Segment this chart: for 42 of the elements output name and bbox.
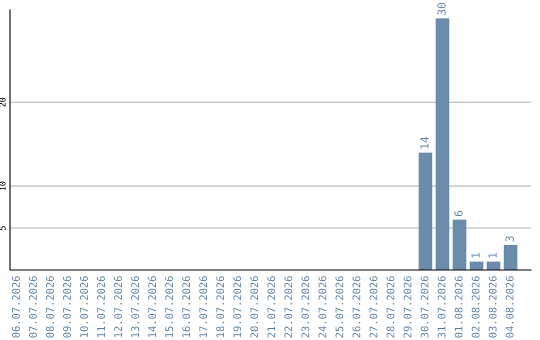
- x-tick-label: 09.07.2026: [63, 276, 71, 338]
- x-tick-label: 26.07.2026: [352, 276, 360, 338]
- data-label: 3: [505, 236, 514, 242]
- x-tick-label: 12.07.2026: [114, 276, 122, 338]
- x-tick-label: 21.07.2026: [267, 276, 276, 338]
- bar: [486, 262, 500, 270]
- x-tick-label: 16.07.2026: [182, 276, 190, 338]
- x-tick-label: 14.07.2026: [148, 276, 156, 338]
- x-tick-label: 03.08.2026: [488, 276, 497, 338]
- x-tick-label: 22.07.2026: [284, 276, 292, 338]
- x-tick-label: 11.07.2026: [97, 276, 105, 338]
- bar: [452, 220, 466, 270]
- x-tick-label: 01.08.2026: [454, 276, 463, 338]
- bar: [418, 152, 432, 270]
- x-tick-label: 13.07.2026: [131, 276, 140, 338]
- x-tick-label: 20.07.2026: [250, 276, 258, 338]
- data-label: 30: [437, 2, 446, 15]
- bar: [504, 244, 518, 270]
- x-tick-label: 31.07.2026: [438, 276, 446, 338]
- x-tick-label: 18.07.2026: [216, 276, 224, 338]
- x-tick-label: 23.07.2026: [301, 276, 310, 338]
- x-tick-label: 27.07.2026: [370, 276, 378, 338]
- x-tick-label: 07.07.2026: [29, 276, 37, 338]
- data-label: 1: [488, 252, 497, 258]
- x-tick-label: 28.07.2026: [386, 276, 394, 338]
- x-tick-label: 19.07.2026: [233, 276, 242, 338]
- x-tick-label: 06.07.2026: [12, 276, 20, 338]
- x-tick-label: 15.07.2026: [165, 276, 174, 338]
- x-tick-label: 04.08.2026: [506, 276, 514, 338]
- x-tick-label: 25.07.2026: [335, 276, 344, 338]
- x-tick-label: 17.07.2026: [199, 276, 208, 338]
- x-tick-label: 10.07.2026: [80, 276, 88, 338]
- data-label: 14: [420, 136, 429, 148]
- x-tick-label: 02.08.2026: [472, 276, 480, 338]
- data-label: 1: [472, 252, 480, 258]
- data-label: 6: [454, 210, 463, 216]
- x-tick-label: 29.07.2026: [404, 276, 412, 338]
- bar: [470, 262, 484, 270]
- x-tick-label: 30.07.2026: [420, 276, 428, 338]
- bar: [436, 18, 450, 270]
- x-tick-label: 08.07.2026: [46, 276, 54, 338]
- x-tick-label: 24.07.2026: [318, 276, 326, 338]
